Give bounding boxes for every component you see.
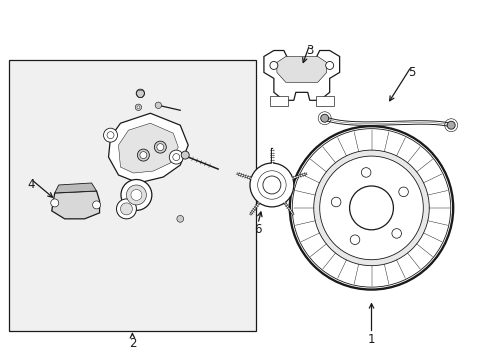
Circle shape bbox=[107, 132, 114, 139]
Circle shape bbox=[157, 144, 163, 150]
Circle shape bbox=[136, 89, 144, 98]
Circle shape bbox=[137, 106, 140, 109]
Circle shape bbox=[103, 128, 117, 142]
Polygon shape bbox=[264, 50, 339, 100]
Circle shape bbox=[447, 121, 454, 129]
Circle shape bbox=[320, 114, 328, 122]
Polygon shape bbox=[52, 191, 100, 219]
Circle shape bbox=[349, 235, 359, 244]
Circle shape bbox=[325, 62, 333, 69]
Circle shape bbox=[172, 154, 180, 161]
Circle shape bbox=[131, 189, 142, 201]
Circle shape bbox=[263, 176, 280, 194]
Text: 5: 5 bbox=[407, 66, 414, 79]
Bar bbox=[315, 96, 333, 106]
Circle shape bbox=[313, 150, 428, 266]
Circle shape bbox=[331, 197, 340, 207]
Circle shape bbox=[126, 185, 146, 205]
Circle shape bbox=[137, 149, 149, 161]
Bar bbox=[9, 60, 255, 332]
Circle shape bbox=[391, 229, 401, 238]
Circle shape bbox=[361, 168, 370, 177]
Polygon shape bbox=[118, 123, 178, 173]
Bar bbox=[269, 96, 287, 106]
Circle shape bbox=[177, 216, 183, 222]
Text: 6: 6 bbox=[254, 223, 261, 236]
Circle shape bbox=[269, 62, 277, 69]
Circle shape bbox=[154, 141, 166, 153]
Polygon shape bbox=[55, 183, 96, 193]
Circle shape bbox=[140, 152, 146, 159]
Circle shape bbox=[116, 199, 136, 219]
Circle shape bbox=[249, 163, 293, 207]
Polygon shape bbox=[108, 113, 188, 183]
Circle shape bbox=[92, 201, 101, 209]
Circle shape bbox=[135, 104, 142, 111]
Circle shape bbox=[121, 180, 152, 210]
Circle shape bbox=[169, 150, 183, 164]
Circle shape bbox=[120, 203, 132, 215]
Circle shape bbox=[349, 186, 393, 230]
Circle shape bbox=[51, 199, 59, 207]
Text: 1: 1 bbox=[367, 333, 374, 346]
Polygon shape bbox=[276, 57, 326, 82]
Circle shape bbox=[181, 151, 189, 159]
Text: 3: 3 bbox=[305, 44, 313, 57]
Circle shape bbox=[319, 156, 423, 260]
Text: 2: 2 bbox=[128, 337, 136, 350]
Text: 4: 4 bbox=[27, 179, 35, 192]
Circle shape bbox=[155, 102, 161, 108]
Circle shape bbox=[398, 187, 407, 197]
